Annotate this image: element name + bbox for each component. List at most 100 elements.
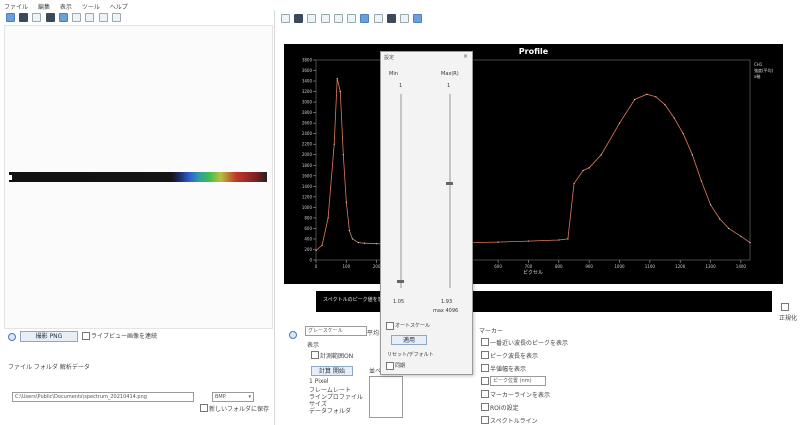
profile-chart[interactable]: Profile 0 200 400 600 800 1000 1200 1400 1600 180… (284, 44, 783, 284)
image-preview-pane[interactable] (4, 25, 273, 329)
option-checkbox[interactable] (481, 403, 489, 411)
menu-item-tools[interactable]: ツール (81, 4, 100, 11)
menu-item-file[interactable]: ファイル (4, 4, 29, 11)
y-tick-label: 1400 (302, 184, 313, 189)
data-point (315, 249, 317, 252)
mode-radio[interactable] (8, 333, 16, 341)
folder-open-icon[interactable] (6, 13, 15, 22)
peak-position-field[interactable]: ピーク位置 (nm) (490, 376, 546, 386)
dropdown-icon[interactable] (32, 13, 42, 22)
paste-icon[interactable] (360, 14, 370, 23)
y-tick-label: 3200 (302, 89, 313, 94)
display-settings-panel: グレースケール 表示 平均 計測範囲ON 計算 開始 1 Pixel フレームレ… (281, 303, 803, 425)
x-tick-label: 1400 (736, 264, 747, 269)
reset-link[interactable]: リセット/デフォルト (387, 352, 434, 358)
y-tick-label: 2200 (302, 142, 313, 147)
min-column-label: Min (389, 71, 398, 77)
copy-icon[interactable] (347, 14, 357, 23)
pen-icon[interactable] (320, 14, 330, 23)
apply-button[interactable]: 適用 (391, 335, 427, 345)
rect-icon[interactable] (307, 14, 317, 23)
calculate-button[interactable]: 計算 開始 (311, 366, 353, 376)
y-tick-label: 600 (304, 226, 312, 231)
scale-settings-dialog[interactable]: 設定 × Min Max(R) 1 1 1.05 1.93 max 4096 オ… (380, 51, 473, 375)
y-tick-label: 3800 (302, 58, 313, 63)
option-label: 一番近い波長のピークを表示 (490, 340, 569, 347)
grid-icon[interactable] (45, 13, 55, 22)
settings-icon[interactable] (111, 13, 121, 22)
list-item: 1 Pixel (309, 378, 329, 385)
option-checkbox[interactable] (481, 390, 489, 398)
max-column-label: Max(R) (441, 71, 459, 77)
y-tick-label: 1800 (302, 163, 313, 168)
data-point (351, 238, 354, 240)
new-folder-checkbox[interactable] (200, 404, 208, 412)
save-icon[interactable] (19, 13, 29, 22)
x-tick-label: 1000 (614, 264, 625, 269)
option-checkbox[interactable] (481, 416, 489, 424)
data-point (749, 242, 751, 244)
chart-icon[interactable] (386, 14, 396, 23)
data-point (558, 239, 560, 241)
display-tab[interactable]: 表示 (307, 342, 320, 349)
menu-bar: ファイル 編集 表示 ツール ヘルプ (4, 2, 264, 11)
y-tick-label: 2800 (302, 110, 313, 115)
data-point (497, 241, 499, 243)
menu-item-edit[interactable]: 編集 (37, 4, 50, 11)
pen-icon[interactable] (72, 13, 82, 22)
display-radio[interactable] (289, 331, 297, 339)
option-label: スペクトルライン (490, 418, 538, 425)
measure-range-label: 計測範囲ON (320, 353, 354, 360)
arrow-icon[interactable] (281, 14, 290, 23)
zoom-icon[interactable] (85, 13, 95, 22)
option-checkbox[interactable] (481, 377, 489, 385)
y-tick-label: 400 (304, 236, 312, 241)
save-tabs[interactable]: ファイル フォルダ 解析データ (8, 364, 90, 371)
left-toolbar (6, 11, 266, 23)
capture-mode-button[interactable]: 撮影 PNG (20, 331, 78, 342)
option-checkbox[interactable] (481, 351, 489, 359)
settings-icon[interactable] (413, 14, 423, 23)
max-slider-thumb[interactable] (446, 182, 453, 185)
max-value: 1 (447, 83, 451, 89)
normalize-checkbox[interactable] (781, 303, 789, 311)
auto-scale-checkbox[interactable] (386, 322, 394, 330)
menu-item-help[interactable]: ヘルプ (109, 4, 128, 11)
x-tick-label: 800 (555, 264, 563, 269)
eraser-icon[interactable] (333, 14, 343, 23)
measure-range-checkbox[interactable] (311, 351, 319, 359)
data-point (567, 238, 569, 240)
close-icon[interactable]: × (462, 53, 468, 60)
option-label: ピーク波長を表示 (490, 353, 539, 360)
sync-checkbox[interactable] (386, 362, 394, 370)
option-checkbox[interactable] (481, 338, 489, 346)
x-tick-label: 900 (585, 264, 593, 269)
strip-marker-handle[interactable] (8, 175, 12, 180)
data-point (321, 244, 323, 246)
option-label: マーカーラインを表示 (490, 392, 551, 399)
live-view-checkbox[interactable] (82, 332, 90, 340)
line-icon[interactable] (294, 14, 304, 23)
y-tick-label: 3600 (302, 68, 313, 73)
colormap-select[interactable]: グレースケール (305, 326, 367, 336)
camera-icon[interactable] (373, 14, 383, 23)
menu-item-view[interactable]: 表示 (59, 4, 72, 11)
items-listbox[interactable] (369, 376, 403, 418)
crop-icon[interactable] (98, 13, 108, 22)
save-path-input[interactable]: C:\Users\Public\Documents\spectrum_20210… (12, 392, 194, 402)
right-toolbar (281, 12, 501, 24)
format-select[interactable]: BMP ▾ (212, 392, 254, 402)
pane-divider[interactable] (274, 10, 275, 425)
option-checkbox[interactable] (481, 364, 489, 372)
chevron-down-icon: ▾ (248, 394, 251, 400)
image-icon[interactable] (58, 13, 68, 22)
data-point (345, 201, 347, 203)
data-point (582, 169, 584, 172)
info-icon[interactable] (400, 14, 410, 23)
group-label: 平均 (367, 330, 380, 337)
min-slider-track[interactable] (400, 94, 402, 288)
data-point (339, 90, 341, 93)
max-slider-track[interactable] (449, 94, 451, 288)
min-slider-thumb[interactable] (397, 280, 404, 283)
y-tick-label: 3400 (302, 79, 313, 84)
